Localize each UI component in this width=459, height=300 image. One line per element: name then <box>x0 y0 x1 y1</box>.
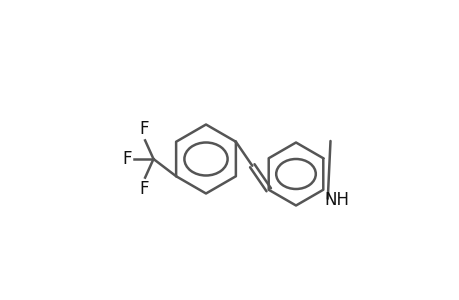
Text: F: F <box>139 120 148 138</box>
Text: F: F <box>139 180 148 198</box>
Text: F: F <box>122 150 131 168</box>
Text: NH: NH <box>324 191 349 209</box>
